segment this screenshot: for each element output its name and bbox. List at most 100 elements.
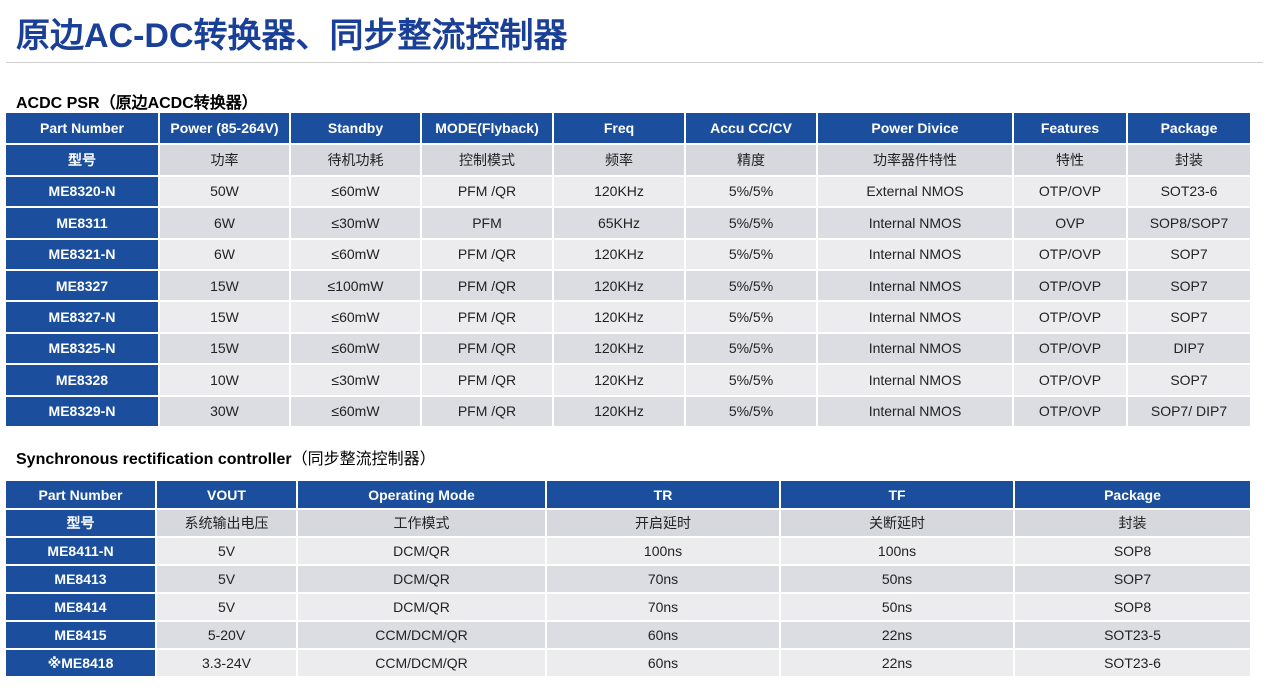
table-cell: 120KHz <box>553 175 686 209</box>
table-cell: SOP8 <box>1014 593 1252 622</box>
table-cell: 50ns <box>780 565 1015 594</box>
table-cell: Internal NMOS <box>817 332 1014 366</box>
table-cell: SOP7/ DIP7 <box>1127 395 1252 428</box>
table-cell: 5%/5% <box>685 269 818 303</box>
part-number-cell: ME8311 <box>6 207 160 240</box>
table-cell: 5%/5% <box>685 332 818 366</box>
table-row: ME8311 6W ≤30mW PFM 65KHz 5%/5% Internal NMOS O… <box>6 207 1252 240</box>
table-row: ME8327-N 15W ≤60mW PFM /QR 120KHz 5%/5% Intern… <box>6 301 1252 334</box>
table-cell: 120KHz <box>553 364 686 397</box>
column-subheader: 开启延时 <box>546 509 781 538</box>
column-subheader: 封装 <box>1014 509 1252 538</box>
table-cell: 6W <box>159 207 291 240</box>
table-cell: 60ns <box>546 649 781 678</box>
table-cell: 6W <box>159 238 291 271</box>
column-header: VOUT <box>156 481 298 510</box>
table-cell: ≤60mW <box>290 301 422 334</box>
part-number-cell: ME8411-N <box>6 537 157 566</box>
column-header: Freq <box>553 113 686 146</box>
table-cell: DCM/QR <box>297 565 547 594</box>
table-cell: OVP <box>1013 207 1128 240</box>
table-cell: 60ns <box>546 621 781 650</box>
table-header-row: Part Number VOUT Operating Mode TR TF Package <box>6 481 1252 510</box>
section-title-cn: （同步整流控制器） <box>291 451 436 468</box>
column-subheader: 系统输出电压 <box>156 509 298 538</box>
section-title-cn: （原边ACDC转换器） <box>99 95 258 112</box>
table-cell: 22ns <box>780 621 1015 650</box>
table-cell: OTP/OVP <box>1013 332 1128 366</box>
table-cell: SOP7 <box>1127 238 1252 271</box>
table-row: ME8329-N 30W ≤60mW PFM /QR 120KHz 5%/5% Intern… <box>6 395 1252 428</box>
table-cell: OTP/OVP <box>1013 238 1128 271</box>
table-cell: 22ns <box>780 649 1015 678</box>
table-cell: DCM/QR <box>297 537 547 566</box>
part-number-cell: ME8325-N <box>6 332 160 366</box>
table-cell: 15W <box>159 301 291 334</box>
table-cell: ≤60mW <box>290 395 422 428</box>
column-header: MODE(Flyback) <box>421 113 554 146</box>
table-cell: SOP8/SOP7 <box>1127 207 1252 240</box>
part-number-cell: ME8414 <box>6 593 157 622</box>
column-subheader: 频率 <box>553 144 686 177</box>
table-cell: SOP7 <box>1127 364 1252 397</box>
section-sync-rect-title: Synchronous rectification controller（同步整… <box>16 445 436 469</box>
table-cell: SOT23-6 <box>1014 649 1252 678</box>
table-cell: OTP/OVP <box>1013 269 1128 303</box>
table-cell: PFM /QR <box>421 301 554 334</box>
column-header: Power (85-264V) <box>159 113 291 146</box>
part-number-cell: ME8327-N <box>6 301 160 334</box>
column-subheader: 控制模式 <box>421 144 554 177</box>
column-header: TR <box>546 481 781 510</box>
section-acdc-psr-title: ACDC PSR（原边ACDC转换器） <box>16 89 258 113</box>
table-cell: PFM /QR <box>421 332 554 366</box>
table-cell: 70ns <box>546 565 781 594</box>
table-cell: SOP7 <box>1127 269 1252 303</box>
table-row: ME8327 15W ≤100mW PFM /QR 120KHz 5%/5% Interna… <box>6 269 1252 303</box>
table-header-row: Part Number Power (85-264V) Standby MODE(Fl… <box>6 113 1252 146</box>
table-row: ME8413 5V DCM/QR 70ns 50ns SOP7 <box>6 565 1252 594</box>
column-header: Package <box>1127 113 1252 146</box>
column-subheader: 待机功耗 <box>290 144 422 177</box>
table-cell: 5V <box>156 593 298 622</box>
table-row: ME8415 5-20V CCM/DCM/QR 60ns 22ns SOT23-5 <box>6 621 1252 650</box>
sync-rect-table: Part Number VOUT Operating Mode TR TF Package… <box>6 481 1252 678</box>
table-row: ※ME8418 3.3-24V CCM/DCM/QR 60ns 22ns SOT23-6 <box>6 649 1252 678</box>
table-cell: Internal NMOS <box>817 395 1014 428</box>
section-title-en: Synchronous rectification controller <box>16 451 292 468</box>
table-cell: CCM/DCM/QR <box>297 621 547 650</box>
table-cell: 65KHz <box>553 207 686 240</box>
table-cell: PFM /QR <box>421 269 554 303</box>
column-subheader: 型号 <box>6 509 157 538</box>
table-cell: OTP/OVP <box>1013 175 1128 209</box>
column-subheader: 精度 <box>685 144 818 177</box>
table-cell: 120KHz <box>553 269 686 303</box>
table-cell: 15W <box>159 269 291 303</box>
column-subheader: 功率器件特性 <box>817 144 1014 177</box>
column-header: Accu CC/CV <box>685 113 818 146</box>
column-header: Part Number <box>6 113 160 146</box>
table-cell: 5%/5% <box>685 207 818 240</box>
column-subheader: 型号 <box>6 144 160 177</box>
table-cell: 100ns <box>780 537 1015 566</box>
column-subheader: 特性 <box>1013 144 1128 177</box>
table-cell: Internal NMOS <box>817 301 1014 334</box>
table-cell: DCM/QR <box>297 593 547 622</box>
table-cell: SOT23-6 <box>1127 175 1252 209</box>
page-title: 原边AC-DC转换器、同步整流控制器 <box>16 17 568 55</box>
table-cell: PFM /QR <box>421 395 554 428</box>
table-row: ME8328 10W ≤30mW PFM /QR 120KHz 5%/5% Internal… <box>6 364 1252 397</box>
column-subheader: 功率 <box>159 144 291 177</box>
part-number-cell: ME8415 <box>6 621 157 650</box>
part-number-cell: ME8413 <box>6 565 157 594</box>
table-cell: 30W <box>159 395 291 428</box>
table-cell: 5%/5% <box>685 395 818 428</box>
table-cell: 50W <box>159 175 291 209</box>
table-cell: PFM /QR <box>421 238 554 271</box>
table-cell: 5%/5% <box>685 364 818 397</box>
table-cell: 5%/5% <box>685 238 818 271</box>
table-cell: 5%/5% <box>685 301 818 334</box>
column-header: TF <box>780 481 1015 510</box>
table-cell: 100ns <box>546 537 781 566</box>
column-header: Operating Mode <box>297 481 547 510</box>
table-cell: Internal NMOS <box>817 269 1014 303</box>
